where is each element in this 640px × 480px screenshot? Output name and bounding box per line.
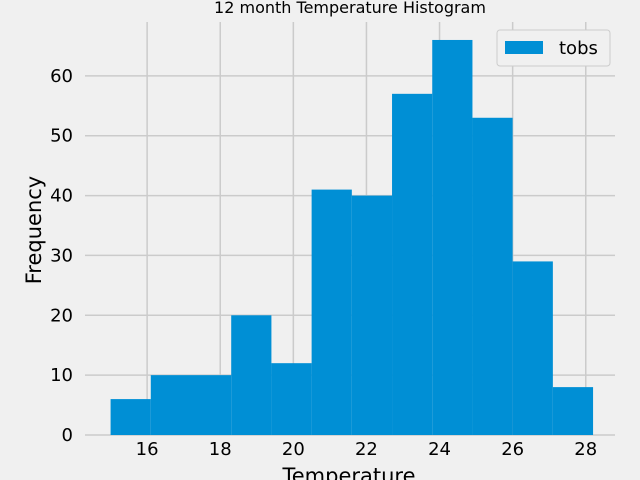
- x-tick-label-1: 18: [209, 439, 232, 460]
- histogram-bar-1: [150, 375, 191, 435]
- y-tick-label-3: 30: [50, 245, 73, 266]
- y-tick-label-1: 10: [50, 365, 73, 386]
- histogram-bars: [110, 39, 594, 436]
- y-tick-label-4: 40: [50, 186, 73, 207]
- x-tick-label-4: 24: [428, 439, 451, 460]
- histogram-bar-4: [271, 363, 312, 435]
- histogram-bar-0: [110, 399, 151, 435]
- histogram-bar-9: [472, 117, 513, 435]
- x-axis-label: Temperature: [281, 464, 415, 480]
- legend: tobs: [496, 29, 611, 67]
- legend-box: [496, 29, 611, 67]
- x-tick-label-2: 20: [282, 439, 305, 460]
- histogram-bar-3: [231, 315, 272, 435]
- x-tick-label-3: 22: [355, 439, 378, 460]
- histogram-bar-10: [512, 261, 553, 435]
- x-tick-label-5: 26: [501, 439, 524, 460]
- histogram-bar-8: [432, 39, 473, 436]
- y-tick-labels: 0 10 20 30 40 50 60: [50, 66, 73, 446]
- y-axis-label: Frequency: [22, 176, 46, 285]
- chart-title: 12 month Temperature Histogram: [214, 0, 486, 17]
- y-tick-label-5: 50: [50, 126, 73, 147]
- x-tick-labels: 16 18 20 22 24 26 28: [136, 439, 598, 460]
- histogram-bar-11: [552, 387, 594, 435]
- x-tick-label-0: 16: [136, 439, 159, 460]
- histogram-bar-7: [392, 93, 433, 436]
- y-tick-label-2: 20: [50, 305, 73, 326]
- y-tick-label-6: 60: [50, 66, 73, 87]
- histogram-bar-5: [311, 189, 352, 435]
- legend-swatch: [505, 41, 543, 54]
- x-tick-label-6: 28: [574, 439, 597, 460]
- legend-entry: tobs: [559, 38, 598, 59]
- y-tick-label-0: 0: [62, 425, 73, 446]
- histogram-bar-2: [191, 375, 232, 435]
- histogram-bar-6: [351, 195, 393, 435]
